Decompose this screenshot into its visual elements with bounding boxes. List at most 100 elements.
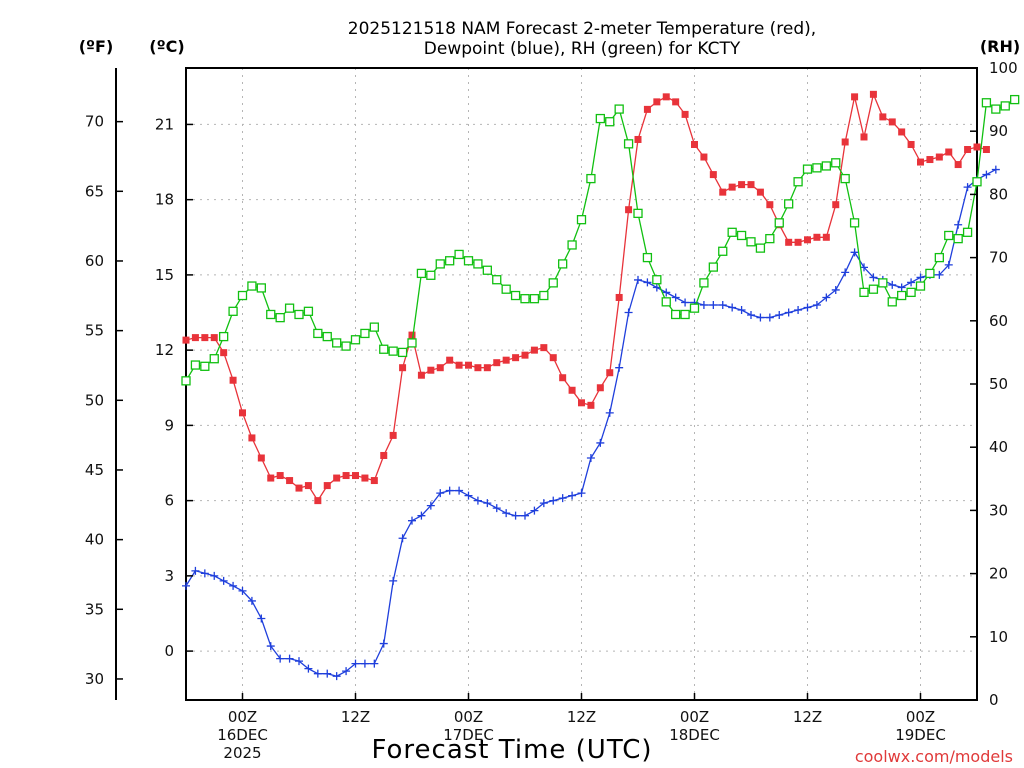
dewpoint-point <box>408 516 416 525</box>
dewpoint-point <box>803 303 812 312</box>
dewpoint-point <box>568 491 577 500</box>
relative-humidity-point <box>849 218 860 228</box>
2-meter-temperature-point <box>964 146 972 154</box>
2-meter-temperature-point <box>257 454 265 462</box>
dewpoint-point <box>954 220 963 229</box>
fahrenheit-tick-label: 55 <box>85 322 104 340</box>
relative-humidity-point <box>407 338 417 348</box>
2-meter-temperature-point <box>728 183 736 191</box>
dewpoint-point <box>935 270 944 279</box>
dewpoint-point <box>200 569 209 578</box>
relative-humidity-point <box>953 233 963 244</box>
dewpoint-point <box>257 614 266 623</box>
celsius-tick-label: 6 <box>164 492 174 510</box>
dewpoint-point <box>295 657 303 666</box>
2-meter-temperature-point <box>314 497 322 505</box>
dewpoint-point <box>511 511 520 520</box>
2-meter-temperature-point <box>691 140 698 148</box>
2-meter-temperature-point <box>559 374 567 382</box>
time-tick-label: 00Z <box>454 708 483 726</box>
relative-humidity-point <box>991 104 1001 114</box>
2-meter-temperature-point <box>879 113 887 121</box>
2-meter-temperature-point <box>248 434 256 442</box>
2-meter-temperature-point <box>662 93 670 101</box>
dewpoint-point <box>586 453 595 462</box>
dewpoint-point <box>596 438 605 447</box>
relative-humidity-point <box>379 344 389 354</box>
relative-humidity-point <box>275 312 285 323</box>
dewpoint-point <box>389 576 398 585</box>
2-meter-temperature-point <box>973 143 981 151</box>
dewpoint-point <box>558 494 567 503</box>
dewpoint-point <box>775 311 784 320</box>
relative-humidity-point <box>718 246 728 256</box>
2-meter-temperature-point <box>530 346 538 354</box>
relative-humidity-point <box>369 322 379 332</box>
2-meter-temperature-point <box>832 201 840 209</box>
fahrenheit-tick-label: 40 <box>85 531 104 549</box>
relative-humidity-point <box>1010 94 1020 105</box>
relative-humidity-point <box>652 275 662 285</box>
dewpoint-point <box>728 303 737 312</box>
relative-humidity-point <box>981 98 992 108</box>
2-meter-temperature-point <box>295 484 303 492</box>
dewpoint-point <box>238 586 247 595</box>
rh-tick-label: 20 <box>989 565 1008 583</box>
dewpoint-point <box>897 283 906 292</box>
2-meter-temperature-point <box>455 361 463 369</box>
2-meter-temperature-line <box>185 92 987 502</box>
celsius-tick-label: 18 <box>155 191 174 209</box>
dewpoint-point <box>323 669 332 678</box>
relative-humidity-point <box>812 163 822 173</box>
dewpoint-point <box>351 659 360 668</box>
relative-humidity-point <box>623 139 634 149</box>
dewpoint-point <box>784 308 793 317</box>
dewpoint-point <box>276 654 285 663</box>
relative-humidity-series <box>181 94 1020 386</box>
relative-humidity-point <box>671 309 681 320</box>
relative-humidity-point <box>708 262 718 272</box>
2-meter-temperature-point <box>521 351 529 359</box>
relative-humidity-point <box>859 287 869 298</box>
2-meter-temperature-point <box>342 472 350 480</box>
time-tick-label: 12Z <box>567 708 596 726</box>
relative-humidity-point <box>868 284 879 294</box>
time-tick-label: 00Z <box>680 708 709 726</box>
relative-humidity-point <box>821 161 831 171</box>
2-meter-temperature-point <box>446 356 454 364</box>
relative-humidity-point <box>755 243 766 253</box>
2-meter-temperature-point <box>182 336 190 344</box>
2-meter-temperature-point <box>643 105 651 113</box>
relative-humidity-point <box>341 341 351 351</box>
fahrenheit-tick-label: 50 <box>85 391 104 409</box>
dewpoint-line <box>185 169 997 677</box>
2-meter-temperature-point <box>540 344 548 352</box>
dewpoint-point <box>671 293 680 302</box>
dewpoint-point <box>747 311 755 320</box>
celsius-tick-label: 21 <box>155 115 174 133</box>
2-meter-temperature-point <box>474 364 482 372</box>
dewpoint-point <box>624 308 633 317</box>
dewpoint-point <box>502 509 511 518</box>
2-meter-temperature-point <box>427 366 435 374</box>
relative-humidity-point <box>840 173 850 184</box>
dewpoint-point <box>860 263 868 272</box>
relative-humidity-point <box>463 256 474 266</box>
dewpoint-point <box>455 486 464 495</box>
relative-humidity-point <box>237 290 248 301</box>
dewpoint-series <box>182 165 1000 681</box>
dewpoint-point <box>991 165 1000 174</box>
relative-humidity-point <box>962 227 973 237</box>
relative-humidity-point <box>473 259 483 269</box>
chart-title-line1: 2025121518 NAM Forecast 2-meter Temperat… <box>348 19 816 39</box>
relative-humidity-point <box>190 360 201 370</box>
2-meter-temperature-point <box>210 334 218 342</box>
dewpoint-point <box>615 363 624 372</box>
relative-humidity-point <box>689 303 700 313</box>
dewpoint-point <box>549 496 558 505</box>
dewpoint-point <box>577 489 586 498</box>
relative-humidity-point <box>605 117 615 127</box>
time-tick-label: 19DEC <box>895 726 946 744</box>
2-meter-temperature-point <box>465 361 472 369</box>
